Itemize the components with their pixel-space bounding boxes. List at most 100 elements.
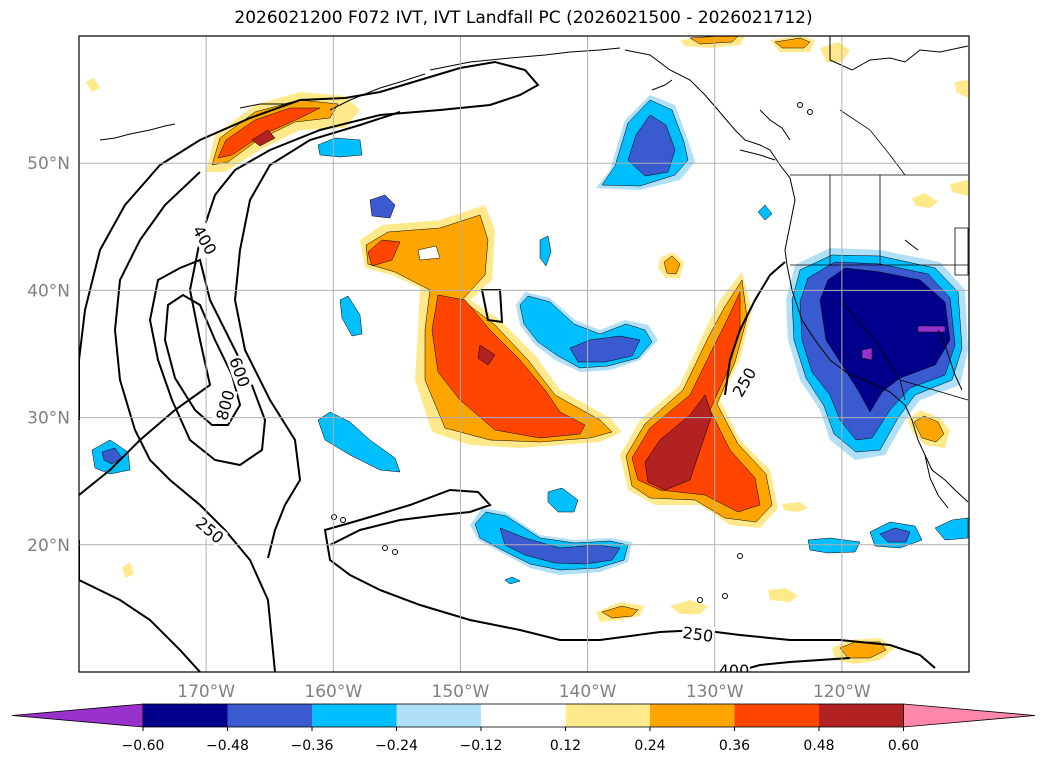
island-3	[331, 514, 337, 520]
y-tick-label-3: 50°N	[27, 154, 70, 174]
contour-label-text-5: 250	[681, 623, 714, 646]
anomaly-patch-63	[539, 235, 552, 267]
anomaly-patch-39	[601, 605, 639, 619]
anomaly-patch-1	[211, 99, 339, 166]
anomaly-patch-48	[934, 517, 969, 541]
colorbar-label-4: −0.12	[460, 738, 503, 754]
border-4	[839, 299, 906, 401]
ivt-contour-2	[233, 111, 401, 559]
anomaly-patch-3	[251, 129, 276, 147]
anomaly-patch-59	[86, 78, 100, 92]
y-tick-label-1: 30°N	[27, 409, 70, 429]
anomaly-patch-30	[663, 255, 681, 275]
colorbar-bin-7	[734, 704, 819, 727]
contour-label-text-6: 400	[719, 661, 750, 680]
coastline-11	[904, 239, 919, 251]
colorbar-bin-6	[650, 704, 735, 727]
anomaly-patch-7	[431, 294, 586, 439]
ivt-contour-7	[724, 261, 786, 396]
colorbar-label-6: 0.24	[634, 738, 665, 754]
anomaly-patch-47	[879, 527, 911, 543]
x-tick-label-4: 130°W	[686, 682, 744, 702]
coastline-2	[429, 47, 621, 71]
colorbar-frame	[142, 703, 904, 728]
anomaly-patch-33	[339, 295, 363, 337]
colorbar-bin-4	[481, 704, 566, 727]
x-tick-label-5: 120°W	[813, 682, 871, 702]
ivt-contour-1	[113, 171, 276, 672]
anomaly-patch-6	[367, 239, 401, 267]
anomaly-patch-28	[917, 325, 946, 333]
anomaly-patch-40	[670, 600, 708, 614]
anomaly-patch-41	[768, 588, 798, 602]
coastline-1	[624, 49, 969, 503]
anomaly-patch-60	[757, 204, 773, 221]
colorbar-bin-5	[565, 704, 650, 727]
ivt-contour-4	[163, 293, 242, 426]
anomaly-patch-61	[122, 562, 134, 578]
island-0	[382, 545, 388, 551]
colorbar-label-5: 0.12	[550, 738, 581, 754]
anomaly-patch-57	[950, 180, 968, 196]
colorbar-label-1: −0.48	[206, 738, 249, 754]
contour-label-4: 250	[728, 363, 760, 401]
anomaly-patch-32	[369, 194, 396, 219]
coastline-8	[651, 79, 673, 91]
coastline-6	[739, 149, 776, 161]
colorbar-bin-8	[819, 704, 904, 727]
coastline-5	[99, 123, 176, 141]
border-6	[839, 109, 906, 176]
ivt-contour-0	[79, 60, 540, 496]
anomaly-patch-42	[782, 502, 808, 512]
colorbar-label-0: −0.60	[122, 738, 165, 754]
colorbar-label-9: 0.60	[888, 738, 919, 754]
island-7	[797, 102, 803, 108]
colorbar-label-2: −0.36	[291, 738, 334, 754]
x-tick-label-0: 170°W	[177, 682, 235, 702]
anomaly-patch-37	[547, 487, 579, 513]
colorbar-bin-2	[312, 704, 397, 727]
anomaly-patch-8	[477, 344, 496, 366]
island-5	[737, 553, 743, 559]
ivt-contour-3	[148, 258, 267, 467]
ivt-contour-9	[734, 657, 851, 672]
colorbar-label-3: −0.24	[375, 738, 418, 754]
colorbar-label-8: 0.48	[803, 738, 834, 754]
anomaly-patch-9	[417, 245, 441, 261]
map-frame	[78, 35, 970, 673]
border-5	[954, 227, 969, 276]
colorbar-label-7: 0.36	[719, 738, 750, 754]
colorbar-bin-0	[143, 704, 228, 727]
y-tick-label-2: 40°N	[27, 281, 70, 301]
y-tick-label-0: 20°N	[27, 536, 70, 556]
anomaly-patch-45	[807, 537, 861, 554]
coastline-10	[924, 454, 949, 509]
anomaly-patch-2	[217, 107, 321, 159]
anomaly-patch-54	[774, 37, 811, 49]
island-4	[697, 597, 703, 603]
x-tick-label-1: 160°W	[304, 682, 362, 702]
x-tick-label-3: 140°W	[559, 682, 617, 702]
anomaly-patch-62	[504, 576, 521, 585]
coastline-3	[329, 73, 426, 111]
colorbar-extend-low	[11, 703, 144, 728]
chart-title: 2026021200 F072 IVT, IVT Landfall PC (20…	[234, 8, 813, 28]
anomaly-patch-35	[101, 447, 123, 465]
anomaly-patch-36	[317, 411, 401, 473]
border-7	[899, 379, 969, 401]
island-8	[807, 109, 813, 115]
x-tick-label-2: 150°W	[432, 682, 490, 702]
ivt-contour-6	[79, 540, 201, 672]
coastline-9	[937, 329, 963, 391]
island-1	[392, 549, 398, 555]
coastline-7	[759, 109, 791, 141]
colorbar-bin-3	[396, 704, 481, 727]
anomaly-patch-13	[644, 394, 713, 491]
anomaly-patch-55	[820, 42, 850, 62]
anomaly-patch-16	[627, 114, 676, 177]
anomaly-patch-50	[913, 415, 945, 443]
colorbar-bin-1	[227, 704, 312, 727]
coastline-0	[829, 36, 969, 71]
contour-label-5: 250	[680, 622, 716, 646]
